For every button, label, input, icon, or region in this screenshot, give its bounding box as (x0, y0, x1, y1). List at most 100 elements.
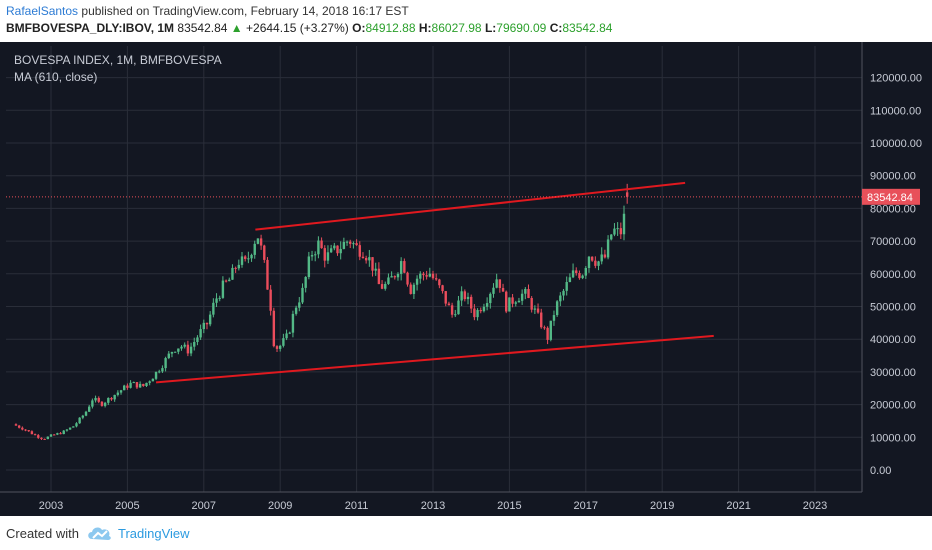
candle-body (555, 301, 559, 316)
candle-body (129, 382, 132, 388)
y-tick-label: 50000.00 (870, 302, 916, 314)
x-tick-label: 2005 (115, 500, 139, 512)
candle-body (282, 338, 285, 346)
symbol-label: BMFBOVESPA_DLY:IBOV, 1M (6, 21, 175, 35)
candle-body (256, 238, 260, 244)
trendline-layer (155, 181, 714, 384)
tradingview-cloud-icon[interactable] (86, 523, 114, 543)
x-tick-label: 2007 (192, 500, 216, 512)
candle-body (364, 257, 368, 261)
candle-body (208, 314, 212, 325)
candle-body (520, 293, 524, 301)
candle-body (625, 192, 629, 197)
last-price-badge (862, 188, 920, 205)
candle-body (250, 254, 253, 259)
candle-body (304, 277, 307, 288)
candle-body (476, 310, 479, 318)
y-tick-label: 40000.00 (870, 334, 916, 346)
candle-body (374, 268, 377, 271)
candle-body (454, 314, 457, 316)
candle-body (447, 303, 451, 306)
candle-body (189, 346, 193, 354)
candle-body (97, 397, 100, 402)
chart-area[interactable]: 0.00 10000.00 20000.00 30000.00 40000.00 5000… (0, 42, 932, 516)
y-tick-label: 100000.00 (870, 138, 922, 150)
candle-body (21, 427, 24, 430)
candle-body (88, 406, 91, 412)
ohlc-line: BMFBOVESPA_DLY:IBOV, 1M 83542.84 ▲ +2644… (6, 21, 612, 35)
candle-body (460, 291, 463, 301)
candle-body (78, 417, 81, 424)
candle-body (431, 273, 435, 279)
y-tick-label: 0.00 (870, 465, 891, 477)
candle-body (540, 312, 543, 328)
x-tick-label: 2003 (39, 500, 63, 512)
candle-body (253, 243, 256, 255)
candle-body (161, 368, 164, 372)
x-tick-label: 2013 (421, 500, 445, 512)
open-label: O: (352, 21, 366, 35)
y-tick-label: 110000.00 (870, 105, 921, 117)
candle-body (345, 241, 349, 243)
candle-body (393, 276, 396, 278)
x-tick-label: 2017 (574, 500, 598, 512)
candle-body (594, 260, 597, 266)
candle-body (466, 296, 470, 300)
candle-body (406, 272, 409, 285)
candle-body (94, 397, 97, 401)
candle-body (116, 392, 120, 395)
candle-body (218, 297, 221, 299)
candle-body (450, 305, 454, 315)
candle-body (329, 248, 333, 253)
candle-body (549, 320, 552, 340)
candle-body (597, 261, 600, 266)
candle-body (578, 272, 581, 279)
candle-body (377, 268, 381, 285)
candle-body (119, 390, 123, 393)
candle-body (177, 348, 180, 352)
candle-body (186, 344, 190, 354)
candle-body (135, 382, 139, 388)
candle-body (307, 256, 311, 278)
x-tick-label: 2011 (345, 500, 369, 512)
candle-body (193, 342, 196, 347)
candle-body (492, 287, 495, 294)
candle-body (310, 255, 314, 257)
candle-body (138, 383, 142, 388)
published-text: published on TradingView.com, February 1… (81, 4, 409, 18)
candle-body (616, 228, 619, 230)
candle-body (30, 431, 34, 435)
candle-body (224, 280, 228, 282)
candle-body (24, 429, 27, 431)
candle-body (259, 238, 263, 246)
candle-body (279, 345, 282, 349)
candle-body (489, 293, 492, 304)
candle-body (243, 256, 247, 259)
x-tick-label: 2009 (268, 500, 292, 512)
author-link[interactable]: RafaelSantos (6, 4, 79, 18)
x-tick-label: 2021 (726, 500, 750, 512)
legend-indicator[interactable]: MA (610, close) (14, 70, 98, 84)
candle-body (552, 315, 556, 321)
chart-canvas[interactable]: 0.00 10000.00 20000.00 30000.00 40000.00 5000… (0, 42, 932, 516)
candle-body (231, 267, 234, 280)
publish-header: RafaelSantos published on TradingView.co… (0, 0, 932, 42)
candle-body (339, 248, 342, 254)
candle-body (457, 300, 460, 315)
candle-body (527, 288, 530, 298)
candle-body (600, 254, 603, 262)
candle-body (237, 264, 241, 269)
candle-body (14, 424, 18, 426)
candle-body (498, 279, 502, 288)
candle-body (154, 371, 158, 379)
tradingview-brand[interactable]: TradingView (118, 526, 190, 541)
candle-body (205, 322, 209, 325)
candle-body (508, 297, 511, 312)
last-price: 83542.84 (177, 21, 228, 35)
candle-body (266, 259, 269, 290)
candle-body (151, 378, 155, 382)
candle-body (485, 303, 489, 307)
candle-body (380, 284, 384, 289)
candle-body (84, 411, 88, 416)
candle-body (606, 239, 610, 258)
